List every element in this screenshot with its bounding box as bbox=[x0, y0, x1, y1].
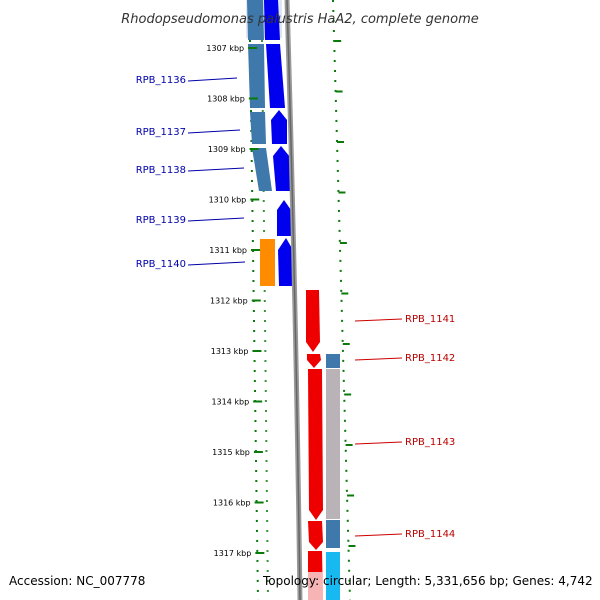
gene-feature-cds-blue[interactable] bbox=[264, 0, 294, 286]
gene-label[interactable]: RPB_1140 bbox=[136, 259, 186, 270]
gene-label[interactable]: RPB_1141 bbox=[405, 314, 455, 325]
left-scale-guide bbox=[249, 39, 259, 600]
tick-label: 1310 kbp bbox=[209, 196, 247, 205]
tick-label: 1313 kbp bbox=[211, 347, 249, 356]
gene-feature-cyan[interactable] bbox=[326, 552, 340, 600]
accession-label: Accession: NC_007778 bbox=[9, 574, 146, 588]
gene-leader-line bbox=[354, 533, 403, 537]
tick-label: 1311 kbp bbox=[209, 246, 247, 255]
gene-labels: RPB_1136 RPB_1137 RPB_1138 RPB_1139 RPB_1140… bbox=[136, 75, 456, 540]
tick-label: 1314 kbp bbox=[211, 398, 249, 407]
map-title: Rhodopseudomonas palustris HaA2, complet… bbox=[121, 12, 479, 27]
gene-label[interactable]: RPB_1139 bbox=[136, 215, 186, 226]
tick-label: 1309 kbp bbox=[208, 145, 246, 154]
tick-label: 1312 kbp bbox=[210, 297, 248, 306]
gene-label[interactable]: RPB_1137 bbox=[136, 127, 186, 138]
reverse-strand bbox=[306, 290, 340, 600]
gene-leader-line bbox=[187, 129, 241, 134]
tick-label: 1308 kbp bbox=[207, 95, 245, 104]
gene-feature-steelblue[interactable] bbox=[247, 0, 272, 191]
gene-feature-pink[interactable] bbox=[308, 572, 323, 600]
right-scale-guide bbox=[332, 0, 351, 600]
scale-ticks: 1307 kbp 1308 kbp 1309 kbp 1310 kbp 1311 kbp… bbox=[206, 40, 356, 558]
gene-leader-line bbox=[354, 318, 403, 322]
gene-label[interactable]: RPB_1138 bbox=[136, 165, 186, 176]
topology-label: Topology: circular; Length: 5,331,656 bp… bbox=[263, 574, 593, 588]
gene-feature-gray[interactable] bbox=[326, 369, 340, 519]
tick-label: 1307 kbp bbox=[206, 44, 244, 53]
gene-label[interactable]: RPB_1142 bbox=[405, 353, 455, 364]
gene-feature-orange[interactable] bbox=[260, 239, 275, 286]
gene-leader-line bbox=[187, 261, 246, 266]
gene-leader-line bbox=[354, 357, 403, 361]
left-inner-guide bbox=[261, 39, 269, 600]
gene-leader-line bbox=[187, 167, 245, 172]
gene-label[interactable]: RPB_1144 bbox=[405, 529, 455, 540]
forward-strand bbox=[246, 0, 294, 286]
gene-label[interactable]: RPB_1136 bbox=[136, 75, 186, 86]
tick-label: 1316 kbp bbox=[213, 499, 251, 508]
gene-feature-cds-red[interactable] bbox=[306, 290, 323, 600]
gene-leader-line bbox=[187, 217, 245, 222]
tick-label: 1317 kbp bbox=[214, 549, 252, 558]
gene-label[interactable]: RPB_1143 bbox=[405, 437, 455, 448]
tick-label: 1315 kbp bbox=[212, 448, 250, 457]
gene-leader-line bbox=[354, 441, 403, 445]
gene-leader-line bbox=[187, 77, 238, 82]
gene-feature-steelblue-right[interactable] bbox=[326, 354, 340, 548]
